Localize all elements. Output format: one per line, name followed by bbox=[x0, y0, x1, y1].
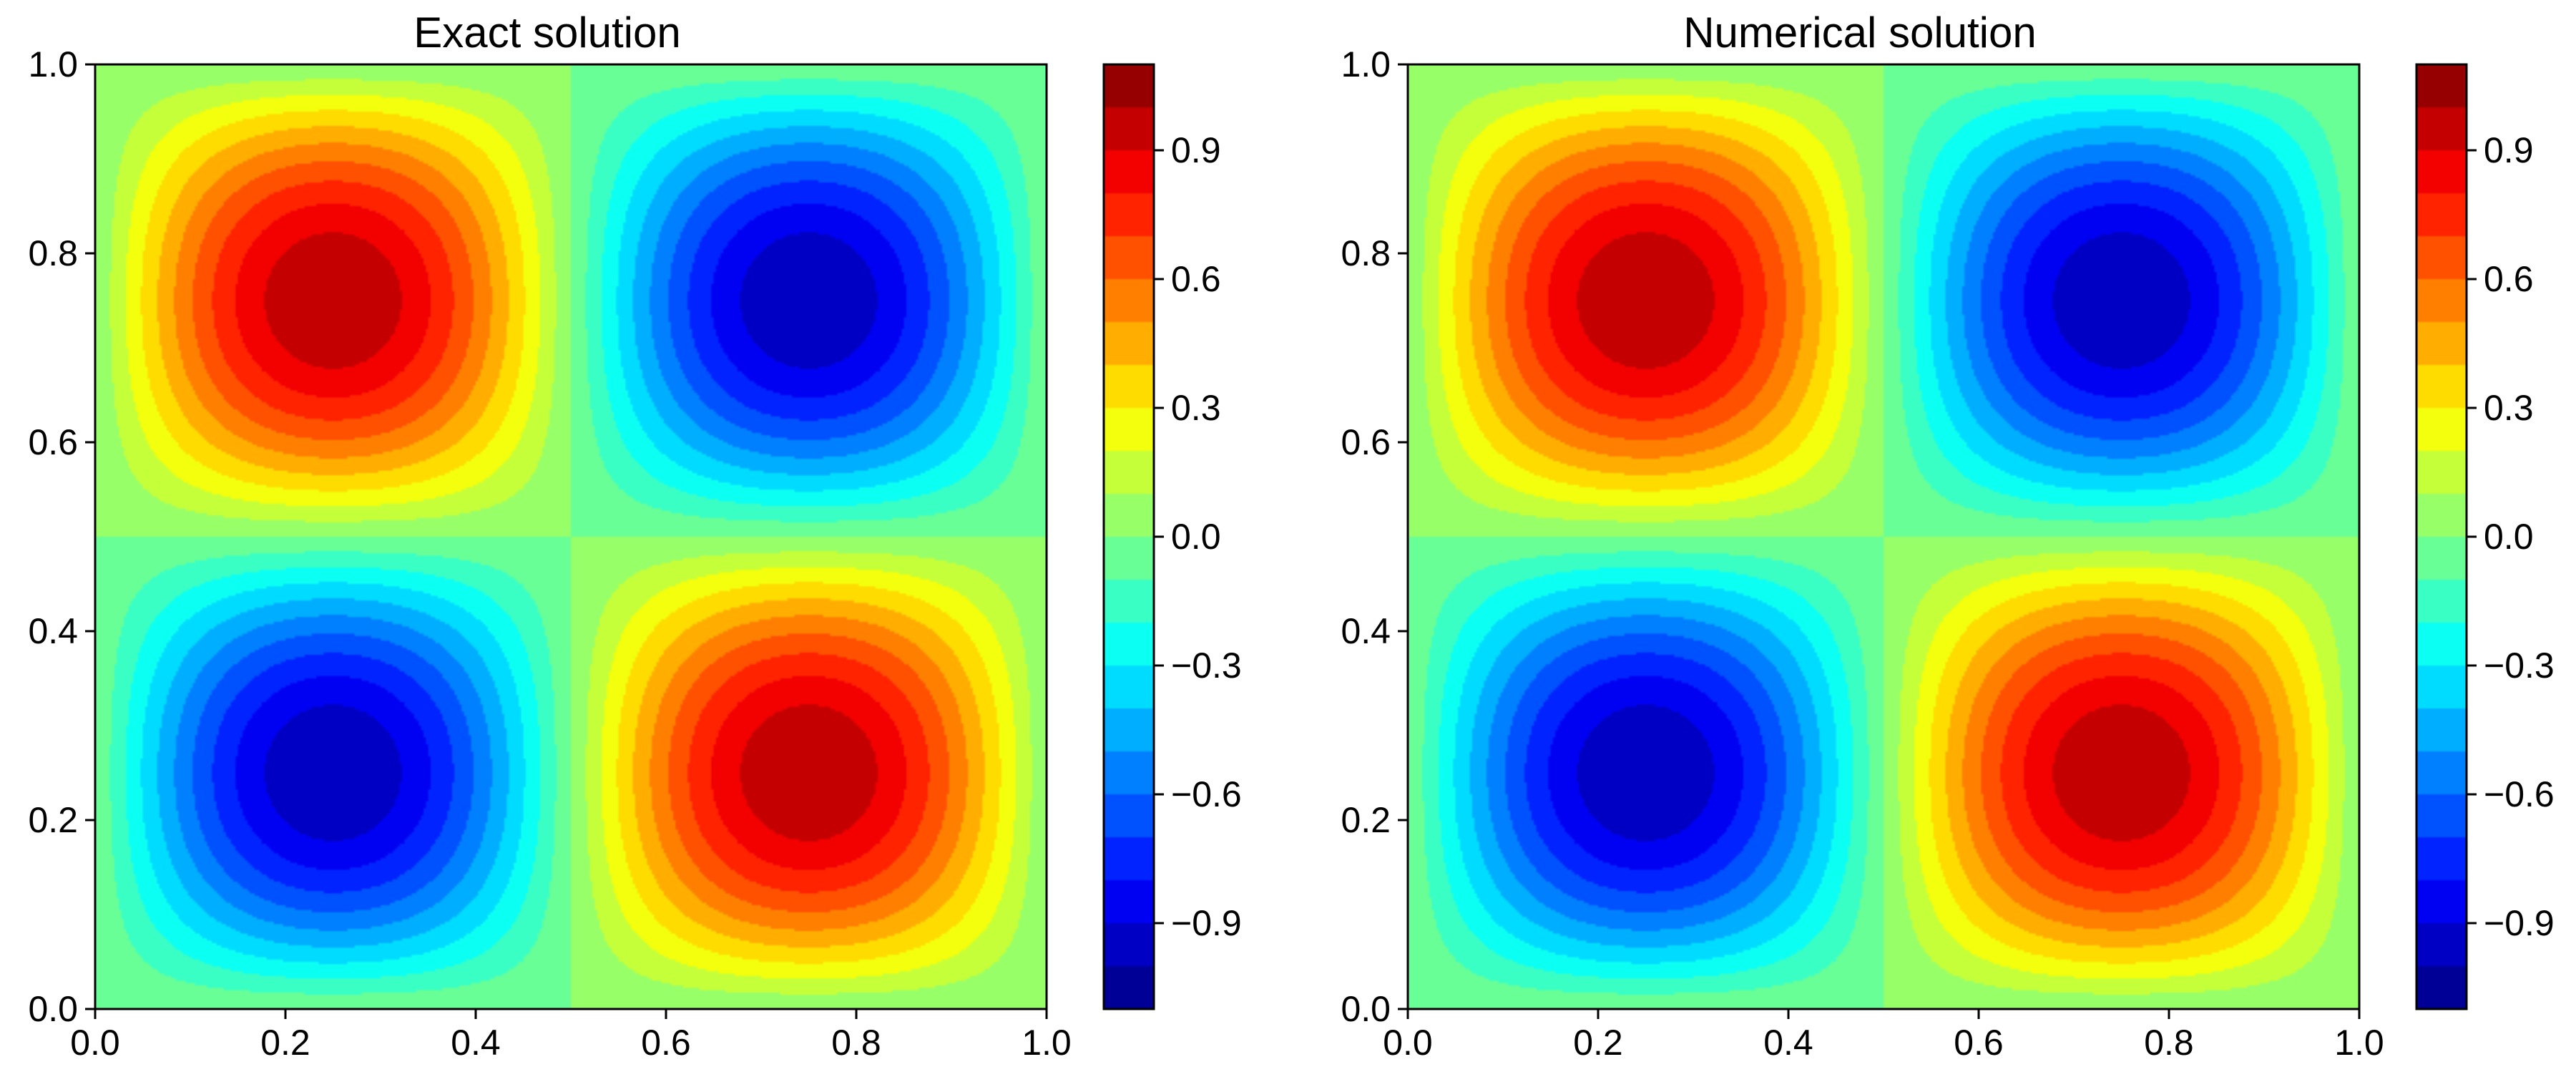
colorbar-tick-label: −0.6 bbox=[1171, 774, 1242, 814]
chart-title: Numerical solution bbox=[1683, 9, 2037, 57]
y-tick-label: 0.2 bbox=[1341, 800, 1391, 840]
colorbar-gradient bbox=[1104, 64, 1154, 1009]
x-tick-label: 0.6 bbox=[641, 1023, 691, 1063]
x-tick-label: 0.8 bbox=[2144, 1023, 2194, 1063]
colorbar-gradient bbox=[2416, 64, 2467, 1009]
y-tick-label: 0.4 bbox=[28, 611, 78, 651]
x-tick-label: 0.4 bbox=[1763, 1023, 1813, 1063]
panel-numerical: Numerical solution 0.0 0.2 0.4 0.6 0.8 1.0 0.… bbox=[1341, 9, 2554, 1063]
colorbar-tick-label: −0.6 bbox=[2484, 774, 2555, 814]
x-tick-label: 0.2 bbox=[260, 1023, 310, 1063]
x-tick-label: 1.0 bbox=[1022, 1023, 1072, 1063]
colorbar-tick-label: 0.3 bbox=[1171, 388, 1221, 428]
colorbar-tick-label: 0.6 bbox=[2484, 259, 2534, 299]
colorbar: −0.9 −0.6 −0.3 0.0 0.3 0.6 0.9 bbox=[2415, 63, 2555, 1010]
y-tick-label: 0.8 bbox=[1341, 233, 1391, 273]
y-tick-label: 0.6 bbox=[1341, 422, 1391, 462]
colorbar-tick-label: −0.9 bbox=[1171, 903, 1242, 943]
y-axis: 0.0 0.2 0.4 0.6 0.8 1.0 bbox=[1341, 44, 1408, 1029]
colorbar-tick-label: 0.6 bbox=[1171, 259, 1221, 299]
x-axis: 0.0 0.2 0.4 0.6 0.8 1.0 bbox=[1383, 1009, 2384, 1063]
x-tick-label: 0.8 bbox=[831, 1023, 881, 1063]
y-tick-label: 0.2 bbox=[28, 800, 78, 840]
colorbar-tick-label: 0.3 bbox=[2484, 388, 2534, 428]
x-tick-label: 0.2 bbox=[1573, 1023, 1623, 1063]
colorbar-ticks: −0.9 −0.6 −0.3 0.0 0.3 0.6 0.9 bbox=[1154, 130, 1242, 943]
x-tick-label: 0.0 bbox=[1383, 1023, 1433, 1063]
colorbar-tick-label: 0.0 bbox=[1171, 517, 1221, 557]
y-tick-label: 0.8 bbox=[28, 233, 78, 273]
y-tick-label: 0.0 bbox=[1341, 989, 1391, 1029]
colorbar: −0.9 −0.6 −0.3 0.0 0.3 0.6 0.9 bbox=[1102, 63, 1242, 1010]
plot-frame bbox=[1406, 63, 2361, 1010]
y-tick-label: 1.0 bbox=[28, 44, 78, 84]
panel-exact: Exact solution 0.0 0.2 0.4 0.6 0.8 1.0 0.0 0.2… bbox=[28, 9, 1241, 1063]
y-tick-label: 0.0 bbox=[28, 989, 78, 1029]
plot-frame bbox=[94, 63, 1048, 1010]
chart-title: Exact solution bbox=[413, 9, 681, 57]
colorbar-tick-label: −0.9 bbox=[2484, 903, 2555, 943]
contour-field bbox=[1408, 64, 2359, 1009]
x-tick-label: 1.0 bbox=[2334, 1023, 2384, 1063]
contour-plot bbox=[1408, 64, 2359, 1009]
y-axis: 0.0 0.2 0.4 0.6 0.8 1.0 bbox=[28, 44, 95, 1029]
colorbar-ticks: −0.9 −0.6 −0.3 0.0 0.3 0.6 0.9 bbox=[2467, 130, 2555, 943]
colorbar-tick-label: −0.3 bbox=[1171, 645, 1242, 686]
colorbar-tick-label: 0.0 bbox=[2484, 517, 2534, 557]
contour-field bbox=[95, 64, 1047, 1009]
x-tick-label: 0.6 bbox=[1954, 1023, 2004, 1063]
y-tick-label: 0.4 bbox=[1341, 611, 1391, 651]
colorbar-tick-label: 0.9 bbox=[1171, 130, 1221, 170]
colorbar-tick-label: −0.3 bbox=[2484, 645, 2555, 686]
x-tick-label: 0.4 bbox=[451, 1023, 501, 1063]
x-tick-label: 0.0 bbox=[70, 1023, 120, 1063]
x-axis: 0.0 0.2 0.4 0.6 0.8 1.0 bbox=[70, 1009, 1072, 1063]
contour-plot bbox=[95, 64, 1047, 1009]
y-tick-label: 0.6 bbox=[28, 422, 78, 462]
y-tick-label: 1.0 bbox=[1341, 44, 1391, 84]
colorbar-tick-label: 0.9 bbox=[2484, 130, 2534, 170]
